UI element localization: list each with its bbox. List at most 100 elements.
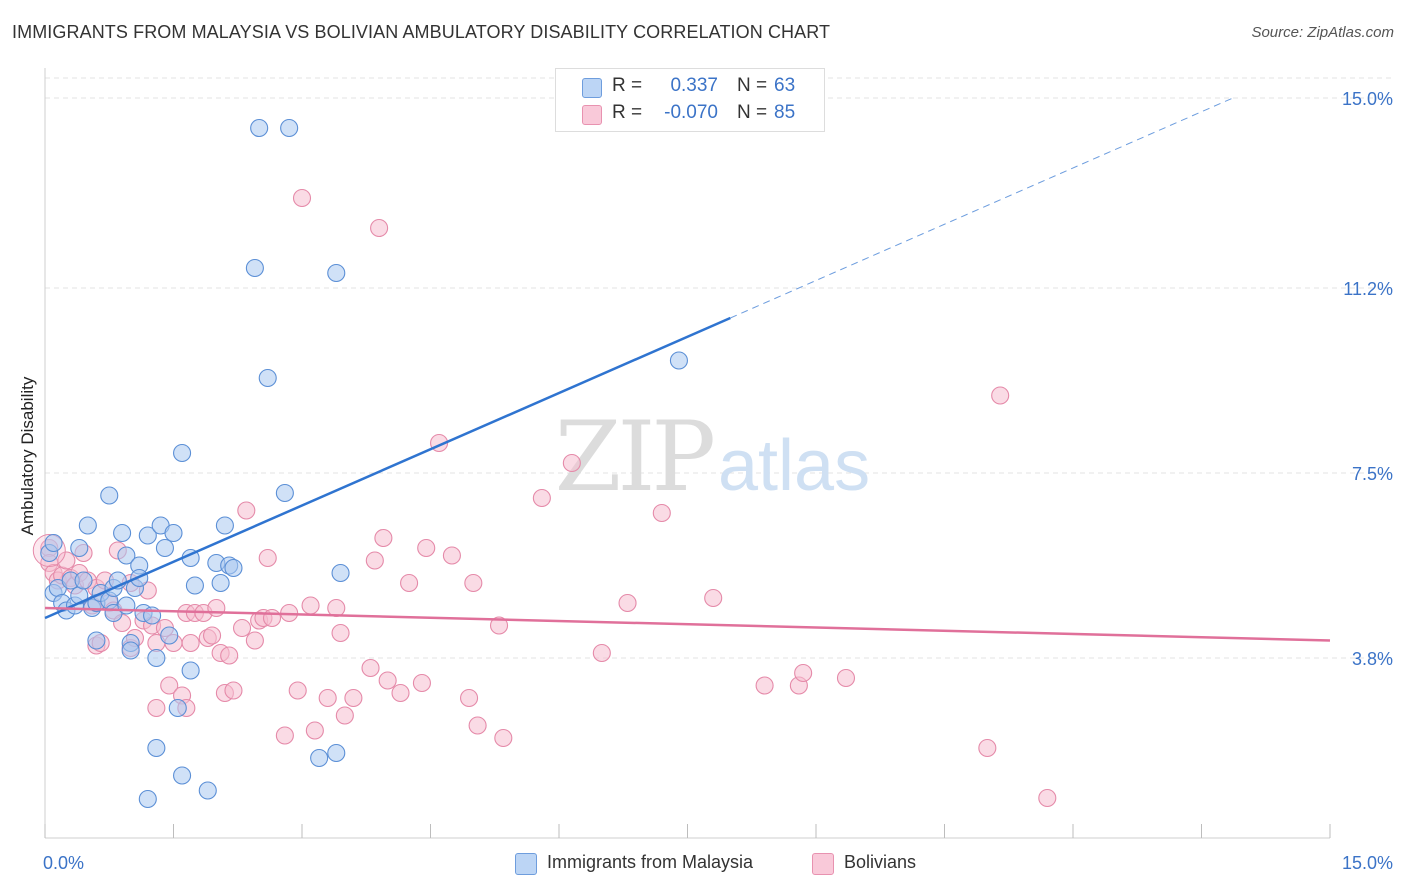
point-malaysia — [211, 573, 230, 593]
point-bolivians — [160, 676, 179, 695]
point-bolivians — [203, 626, 222, 645]
point-bolivians — [374, 528, 393, 548]
point-malaysia — [280, 118, 299, 138]
legend-swatch-pink — [582, 105, 602, 125]
point-malaysia — [117, 546, 136, 565]
point-bolivians — [592, 643, 611, 663]
point-bolivians — [305, 721, 324, 740]
point-bolivians — [704, 588, 723, 608]
point-malaysia — [185, 576, 204, 595]
point-bolivians — [978, 738, 997, 758]
point-malaysia — [224, 558, 243, 578]
point-malaysia — [669, 351, 688, 370]
legend-n-value: 85 — [774, 102, 796, 123]
point-malaysia — [78, 516, 97, 535]
bottom-swatch-pink — [812, 853, 834, 875]
point-bolivians — [391, 683, 410, 703]
point-malaysia — [155, 538, 174, 558]
trendline-malaysia-extension — [730, 97, 1234, 319]
point-malaysia — [168, 698, 187, 718]
legend-n-label: N = — [737, 75, 768, 96]
y-tick-label: 15.0% — [1342, 89, 1393, 109]
legend-r-label: R = — [612, 75, 643, 96]
point-bolivians — [301, 596, 320, 615]
source-note: Source: ZipAtlas.com — [1251, 24, 1394, 41]
point-bolivians — [361, 658, 380, 678]
point-malaysia — [331, 563, 350, 583]
point-bolivians — [378, 671, 397, 690]
point-bolivians — [464, 573, 483, 593]
point-bolivians — [147, 698, 166, 718]
point-malaysia — [121, 641, 140, 660]
point-bolivians — [245, 631, 264, 650]
point-bolivians — [288, 681, 307, 700]
point-bolivians — [370, 218, 389, 238]
point-malaysia — [74, 571, 93, 590]
y-tick-label: 11.2% — [1343, 279, 1393, 299]
point-bolivians — [220, 646, 239, 665]
point-malaysia — [100, 486, 119, 505]
point-bolivians — [224, 681, 243, 700]
point-bolivians — [365, 551, 384, 570]
point-malaysia — [327, 263, 346, 283]
point-bolivians — [417, 538, 436, 558]
point-bolivians — [618, 593, 637, 613]
point-bolivians — [489, 616, 509, 635]
legend-swatch-blue — [582, 78, 602, 98]
point-malaysia — [258, 368, 277, 388]
point-malaysia — [215, 516, 234, 535]
point-malaysia — [138, 789, 157, 809]
point-bolivians — [292, 188, 312, 208]
point-malaysia — [160, 626, 179, 645]
legend-n-value: 63 — [774, 75, 796, 96]
point-bolivians — [494, 728, 513, 748]
watermark-zip: ZIP — [555, 401, 714, 513]
y-axis-label: Ambulatory Disability — [18, 376, 37, 536]
point-malaysia — [113, 523, 132, 543]
point-malaysia — [275, 483, 294, 503]
point-malaysia — [70, 538, 89, 558]
point-bolivians — [562, 453, 581, 473]
x-tick-label-start: 0.0% — [43, 853, 84, 873]
point-bolivians — [258, 548, 277, 568]
point-malaysia — [173, 443, 192, 463]
point-bolivians — [468, 716, 487, 735]
trendline-malaysia — [44, 316, 731, 620]
legend-r-label: R = — [612, 102, 643, 123]
bottom-legend-label: Immigrants from Malaysia — [547, 852, 754, 872]
legend-row-bolivians: R = -0.070 N = 85 — [556, 100, 824, 128]
point-bolivians — [335, 706, 354, 725]
point-bolivians — [57, 551, 76, 570]
point-bolivians — [318, 688, 337, 708]
x-tick-label-end: 15.0% — [1342, 853, 1393, 873]
point-malaysia — [198, 781, 217, 800]
point-bolivians — [181, 633, 200, 653]
point-bolivians — [459, 688, 479, 708]
point-bolivians — [344, 688, 363, 708]
watermark-atlas: atlas — [718, 426, 870, 506]
point-bolivians — [991, 386, 1010, 405]
point-bolivians — [794, 663, 813, 683]
point-malaysia — [147, 738, 166, 758]
correlation-legend: R = 0.337 N = 63 R = -0.070 N = 85 — [555, 68, 825, 132]
point-bolivians — [331, 623, 350, 643]
point-bolivians — [442, 546, 461, 565]
legend-r-value: -0.070 — [664, 102, 718, 123]
y-tick-label: 3.8% — [1352, 649, 1393, 669]
point-bolivians — [412, 673, 431, 693]
point-bolivians — [1038, 788, 1057, 808]
point-bolivians — [755, 676, 774, 695]
point-bolivians — [262, 608, 282, 628]
point-bolivians — [400, 573, 419, 593]
point-malaysia — [327, 743, 346, 763]
point-malaysia — [87, 631, 106, 650]
point-malaysia — [250, 118, 269, 138]
point-malaysia — [173, 766, 192, 785]
legend-row-malaysia: R = 0.337 N = 63 — [556, 73, 824, 101]
point-bolivians — [275, 726, 294, 745]
point-bolivians — [327, 598, 346, 618]
point-bolivians — [232, 618, 252, 638]
legend-r-value: 0.337 — [670, 75, 718, 96]
point-malaysia — [138, 526, 157, 545]
